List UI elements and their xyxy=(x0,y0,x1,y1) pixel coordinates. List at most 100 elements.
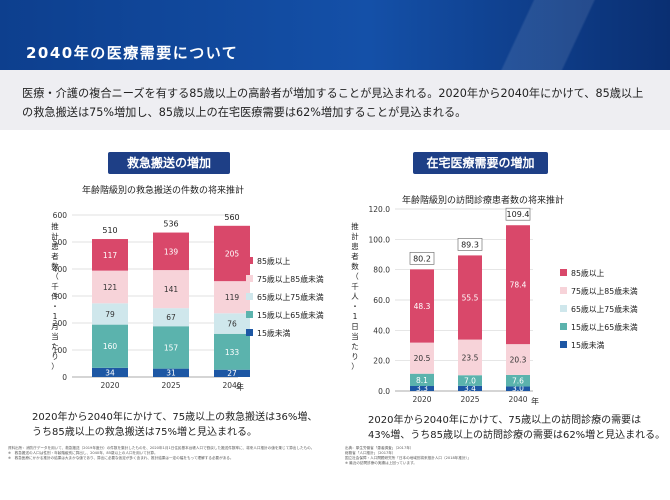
left-summary-line2: うち85歳以上の救急搬送は75%増と見込まれる。 xyxy=(32,427,257,438)
right-note-1: 出典：厚生労働省「患者調査」（2017年） xyxy=(345,446,414,450)
right-legend-swatch xyxy=(560,269,567,276)
left-bar-segment xyxy=(92,303,128,325)
left-bar-label: 139 xyxy=(164,247,179,256)
right-bar-segment xyxy=(458,255,482,340)
right-bar-segment xyxy=(410,385,434,391)
ylabel-char: 月 xyxy=(51,322,59,331)
right-summary-line2: 43%増、うち85歳以上の訪問診療の需要は62%増と見込まれる。 xyxy=(368,430,666,441)
left-notes: 資料出所：消防庁データを用いて、救急搬送（2019年度分）の件数を集計したものを… xyxy=(8,446,326,461)
left-ytick-label: 500 xyxy=(53,238,68,247)
right-bar-label: 7.6 xyxy=(512,377,524,386)
ylabel-char: た xyxy=(51,342,59,351)
left-bar-label: 117 xyxy=(103,251,118,260)
right-bar-segment xyxy=(458,375,482,386)
right-bar-segment xyxy=(410,342,434,374)
left-ytick-label: 400 xyxy=(53,265,68,274)
left-bar-label: 205 xyxy=(225,249,240,258)
right-bar-label: 20.3 xyxy=(510,356,527,365)
left-bar-segment xyxy=(214,369,250,377)
ylabel-char: 数 xyxy=(351,262,359,271)
left-chart-title: 年齢階級別の救急搬送の件数の将来推計 xyxy=(82,186,245,196)
right-chart-title: 年齢階級別の訪問診療患者数の将来推計 xyxy=(402,196,565,206)
left-legend-swatch xyxy=(246,293,253,300)
left-bar-segment xyxy=(214,313,250,334)
left-bar-segment xyxy=(92,324,128,368)
left-bar-label: 31 xyxy=(166,368,176,377)
right-bar-label: 20.5 xyxy=(414,354,431,363)
right-bar-segment xyxy=(410,373,434,386)
right-legend-swatch xyxy=(560,323,567,330)
left-note-1: 資料出所：消防庁データを用いて、救急搬送（2019年度分）の件数を集計したものを… xyxy=(8,446,315,450)
right-note-2: 総務省「人口推計」（2017年） xyxy=(345,451,396,455)
ylabel-char: ・ xyxy=(351,302,359,311)
left-bar-segment xyxy=(214,333,250,370)
ylabel-char: り xyxy=(51,352,59,361)
right-ytick-label: 100.0 xyxy=(369,235,391,244)
ylabel-char: 患 xyxy=(51,242,59,251)
right-ytick-label: 20.0 xyxy=(373,357,390,366)
right-bar-label: 7.0 xyxy=(464,377,476,386)
ylabel-char: 者 xyxy=(51,252,59,261)
right-ytick-label: 80.0 xyxy=(373,266,390,275)
right-notes: 出典：厚生労働省「患者調査」（2017年） 総務省「人口推計」（2017年） 国… xyxy=(345,446,663,466)
left-legend-swatch xyxy=(246,329,253,336)
left-bar-label: 27 xyxy=(227,369,237,378)
right-xtick-label: 2025 xyxy=(460,395,479,404)
ylabel-char: 推 xyxy=(351,222,359,231)
right-x-unit: 年 xyxy=(531,396,539,406)
left-summary: 2020年から2040年にかけて、75歳以上の救急搬送は36%増、 うち85歳以… xyxy=(32,410,317,440)
right-bar-segment xyxy=(458,385,482,391)
right-chart: 0.0 20.0 40.0 60.0 80.0 100.0 120.0 3.38.1 20.5 4… xyxy=(369,205,638,406)
ylabel-char: 千 xyxy=(51,282,59,291)
right-badge: 在宅医療需要の増加 xyxy=(413,152,548,174)
right-ytick-label: 0.0 xyxy=(378,387,390,396)
right-ylabel: 推計患者数（千人・ 1 日当たり） xyxy=(350,222,360,372)
right-xtick-label: 2020 xyxy=(412,395,431,404)
ylabel-char: 1 xyxy=(352,312,358,321)
right-total-box xyxy=(505,207,531,221)
right-bar-label: 3.3 xyxy=(416,384,428,393)
ylabel-char: 計 xyxy=(51,232,59,241)
header-decoration xyxy=(460,0,670,70)
right-ytick-label: 120.0 xyxy=(369,205,391,214)
right-legend-label: 15歳未満 xyxy=(571,340,605,350)
left-total-label: 536 xyxy=(163,220,178,229)
right-bar-segment xyxy=(506,374,530,387)
left-bar-label: 79 xyxy=(105,310,115,319)
right-bar-segment xyxy=(506,225,530,345)
ylabel-char: た xyxy=(351,342,359,351)
left-bar-label: 157 xyxy=(164,343,179,352)
left-ylabel: 推計患者数（千件・ 1 月当たり） xyxy=(50,222,60,372)
left-legend-label: 15歳以上65歳未満 xyxy=(257,310,324,320)
ylabel-char: ） xyxy=(51,362,59,371)
right-total-label: 89.3 xyxy=(461,240,479,249)
ylabel-char: り xyxy=(351,352,359,361)
left-legend-swatch xyxy=(246,311,253,318)
left-legend-label: 85歳以上 xyxy=(257,256,291,266)
ylabel-char: 数 xyxy=(51,262,59,271)
left-bar-segment xyxy=(214,225,250,282)
ylabel-char: 当 xyxy=(51,332,59,341)
right-summary-line1: 2020年から2040年にかけて、75歳以上の訪問診療の需要は xyxy=(368,415,642,426)
left-bar-segment xyxy=(153,270,189,309)
left-badge: 救急搬送の増加 xyxy=(108,152,230,174)
left-legend-swatch xyxy=(246,275,253,282)
right-xtick-label: 2040 xyxy=(508,395,527,404)
left-ytick-label: 300 xyxy=(53,292,68,301)
right-total-box xyxy=(409,252,435,265)
left-bar-segment xyxy=(214,281,250,314)
left-ytick-label: 0 xyxy=(62,373,67,382)
ylabel-char: 千 xyxy=(351,282,359,291)
right-bar-label: 23.5 xyxy=(462,353,479,362)
ylabel-char: （ xyxy=(51,272,59,281)
right-legend-label: 65歳以上75歳未満 xyxy=(571,304,638,314)
intro-text: 医療・介護の複合ニーズを有する85歳以上の高齢者が増加することが見込まれる。20… xyxy=(22,87,644,119)
left-bar-label: 141 xyxy=(164,285,179,294)
right-note-4: ※ 最近の訪問診療の実績は上回っています。 xyxy=(345,461,417,465)
ylabel-char: 1 xyxy=(52,312,58,321)
left-note-2: ※ 救急搬送の人口は性別・年齢階級別に算出し、2040年、85歳以上の人口を用い… xyxy=(8,451,158,455)
right-legend-swatch xyxy=(560,341,567,348)
ylabel-char: ） xyxy=(351,362,359,371)
right-legend-label: 15歳以上65歳未満 xyxy=(571,322,638,332)
left-bar-label: 34 xyxy=(105,368,115,377)
